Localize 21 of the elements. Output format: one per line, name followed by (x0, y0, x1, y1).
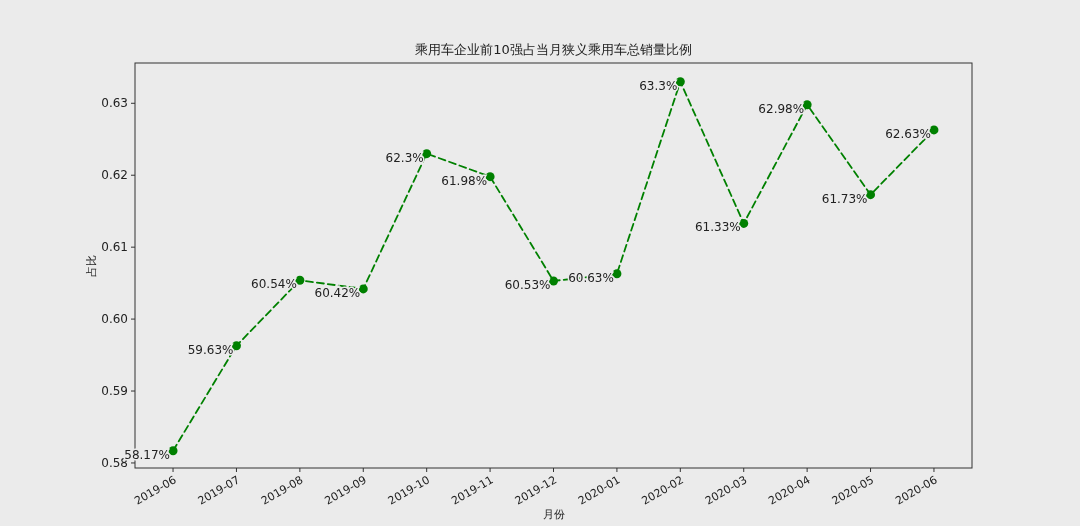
data-label: 60.53% (504, 277, 551, 292)
y-tick-label: 0.61 (101, 240, 128, 255)
data-label: 60.42% (314, 285, 361, 300)
data-label: 61.33% (694, 220, 741, 235)
chart-title: 乘用车企业前10强占当月狭义乘用车总销量比例 (415, 42, 692, 57)
point (866, 190, 876, 200)
point (422, 149, 432, 159)
y-tick-label: 0.60 (101, 312, 128, 327)
y-tick-label: 0.62 (101, 168, 128, 183)
data-label: 61.73% (821, 191, 868, 206)
point (739, 218, 749, 228)
data-label: 62.3% (385, 150, 424, 165)
data-label: 60.54% (251, 277, 297, 292)
data-label: 62.98% (758, 101, 805, 116)
y-tick-label: 0.63 (101, 96, 128, 111)
y-tick-label: 0.59 (101, 384, 128, 399)
x-axis-title: 月份 (542, 508, 565, 521)
data-label: 61.98% (441, 173, 488, 188)
y-axis-title: 占比 (85, 254, 98, 277)
data-label: 63.3% (639, 78, 678, 93)
data-label: 59.63% (187, 342, 234, 357)
